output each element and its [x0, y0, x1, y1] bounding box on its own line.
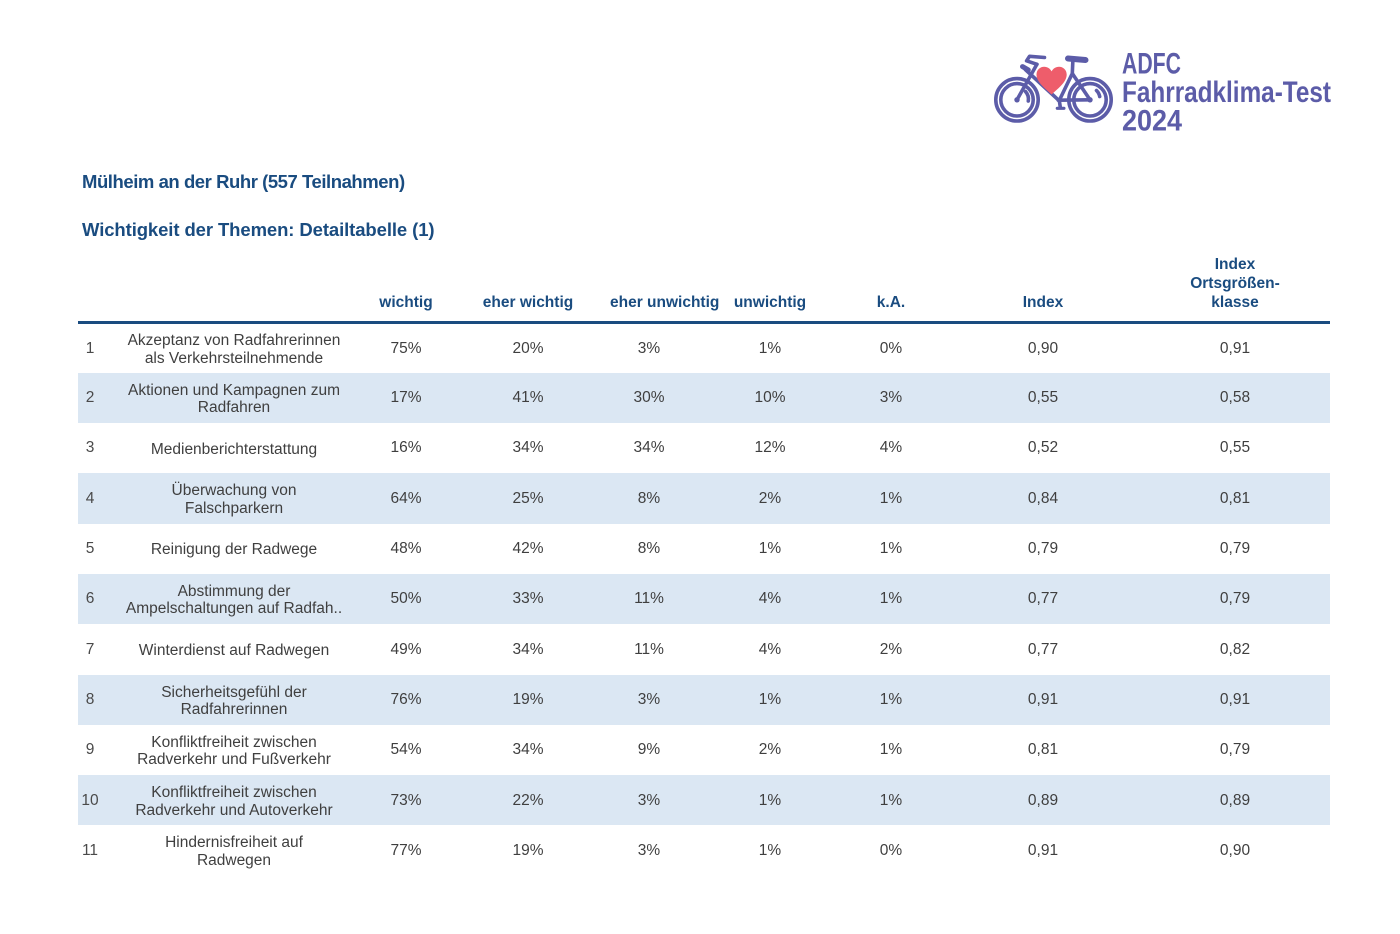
svg-text:ADFC: ADFC	[1122, 48, 1181, 81]
svg-text:2024: 2024	[1122, 105, 1183, 138]
svg-text:Fahrradklima-Test: Fahrradklima-Test	[1122, 76, 1331, 109]
